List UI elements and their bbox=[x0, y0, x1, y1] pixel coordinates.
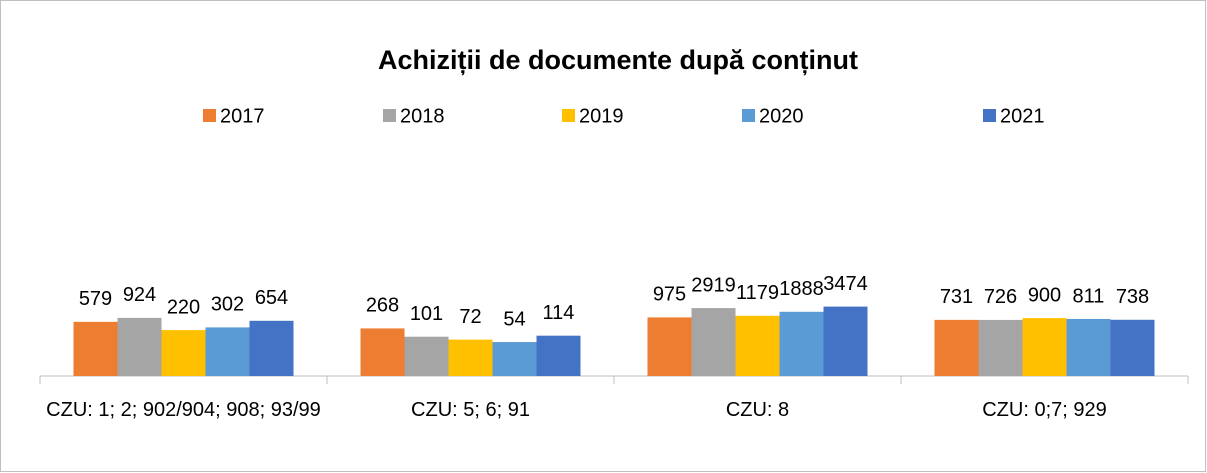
x-tick-label: CZU: 0;7; 929 bbox=[982, 399, 1107, 421]
legend-swatch bbox=[983, 109, 996, 122]
x-tick-label: CZU: 8 bbox=[725, 399, 790, 421]
legend-swatch bbox=[203, 109, 216, 122]
bar bbox=[404, 336, 449, 376]
legend-label: 2019 bbox=[579, 105, 624, 127]
data-label: 900 bbox=[1028, 284, 1061, 306]
bar bbox=[735, 315, 780, 376]
data-label: 1179 bbox=[736, 282, 779, 304]
data-label: 738 bbox=[1116, 286, 1149, 308]
bar bbox=[779, 311, 824, 376]
data-label: 101 bbox=[410, 303, 443, 325]
bar bbox=[249, 320, 294, 376]
bar bbox=[205, 327, 250, 376]
data-label: 72 bbox=[459, 306, 481, 328]
data-label: 654 bbox=[255, 287, 288, 309]
chart-title: Achiziții de documente după conținut bbox=[378, 45, 858, 75]
legend-label: 2020 bbox=[759, 105, 804, 127]
legend-label: 2018 bbox=[400, 105, 445, 127]
bar bbox=[448, 339, 493, 376]
data-label: 924 bbox=[123, 284, 156, 306]
bar bbox=[823, 306, 868, 376]
data-label: 726 bbox=[984, 286, 1017, 308]
data-label: 114 bbox=[543, 302, 575, 324]
bar bbox=[934, 319, 979, 376]
legend-label: 2017 bbox=[220, 105, 265, 127]
x-tick-label: CZU: 5; 6; 91 bbox=[411, 399, 530, 421]
legend-swatch bbox=[562, 109, 575, 122]
data-label: 1888 bbox=[779, 278, 824, 300]
data-label: 2919 bbox=[691, 274, 736, 296]
legend-swatch bbox=[742, 109, 755, 122]
bar bbox=[1066, 318, 1111, 376]
bar bbox=[73, 321, 118, 376]
bar bbox=[978, 319, 1023, 376]
x-tick-label: CZU: 1; 2; 902/904; 908; 93/99 bbox=[46, 399, 321, 421]
data-label: 811 bbox=[1073, 285, 1105, 307]
legend-swatch bbox=[383, 109, 396, 122]
bar bbox=[117, 317, 162, 376]
data-label: 731 bbox=[940, 286, 973, 308]
bar bbox=[1110, 319, 1155, 376]
bar bbox=[360, 328, 405, 376]
data-label: 220 bbox=[167, 296, 200, 318]
data-label: 54 bbox=[503, 308, 525, 330]
data-label: 579 bbox=[79, 288, 112, 310]
bar bbox=[161, 330, 206, 376]
data-label: 975 bbox=[653, 284, 686, 306]
data-label: 302 bbox=[211, 294, 244, 316]
data-label: 268 bbox=[366, 295, 399, 317]
bar bbox=[492, 342, 537, 376]
bar bbox=[1022, 318, 1067, 376]
bar bbox=[647, 317, 692, 376]
legend-label: 2021 bbox=[1000, 105, 1045, 127]
bar bbox=[536, 335, 581, 376]
bar bbox=[691, 308, 736, 376]
data-label: 3474 bbox=[823, 273, 868, 295]
